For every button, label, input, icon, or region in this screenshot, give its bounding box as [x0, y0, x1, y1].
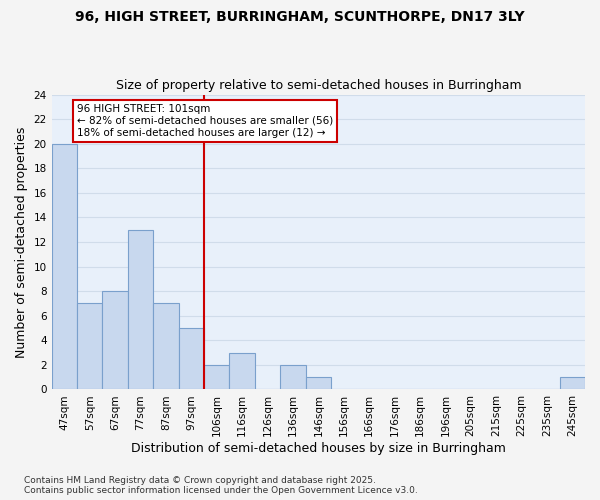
- Bar: [560, 377, 585, 390]
- Bar: [52, 144, 77, 390]
- Bar: [280, 365, 305, 390]
- Text: 96, HIGH STREET, BURRINGHAM, SCUNTHORPE, DN17 3LY: 96, HIGH STREET, BURRINGHAM, SCUNTHORPE,…: [75, 10, 525, 24]
- Bar: [103, 291, 128, 390]
- Y-axis label: Number of semi-detached properties: Number of semi-detached properties: [15, 126, 28, 358]
- Bar: [77, 304, 103, 390]
- Bar: [179, 328, 204, 390]
- Bar: [204, 365, 229, 390]
- X-axis label: Distribution of semi-detached houses by size in Burringham: Distribution of semi-detached houses by …: [131, 442, 506, 455]
- Bar: [153, 304, 179, 390]
- Text: Contains HM Land Registry data © Crown copyright and database right 2025.
Contai: Contains HM Land Registry data © Crown c…: [24, 476, 418, 495]
- Bar: [128, 230, 153, 390]
- Title: Size of property relative to semi-detached houses in Burringham: Size of property relative to semi-detach…: [116, 79, 521, 92]
- Bar: [305, 377, 331, 390]
- Text: 96 HIGH STREET: 101sqm
← 82% of semi-detached houses are smaller (56)
18% of sem: 96 HIGH STREET: 101sqm ← 82% of semi-det…: [77, 104, 334, 138]
- Bar: [229, 352, 255, 390]
